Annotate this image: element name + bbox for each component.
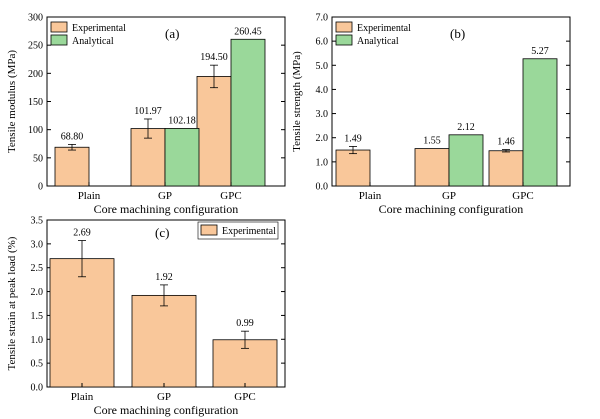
bar-analytical-gpc [522,58,558,187]
x-tick-label: GP [157,391,171,403]
bar-analytical-gpc [230,38,266,187]
legend-frame [197,221,279,240]
legend-label: Experimental [72,23,126,34]
y-axis-title: Tensile modulus (MPa) [6,50,18,153]
y-tick-label: 0.5 [31,359,44,370]
data-label: 194.50 [200,52,228,63]
x-tick-label: GP [158,190,172,202]
y-tick-label: 200 [28,69,43,80]
x-tick-label: Plain [359,190,382,202]
y-tick-label: 1.0 [316,157,329,168]
y-tick-label: 0.0 [31,383,44,394]
y-tick-label: 3.0 [31,239,44,250]
bar-experimental-plain [54,146,90,187]
legend-label: Experimental [222,226,276,237]
x-tick-label: GPC [234,391,255,403]
bar-experimental-plain [335,149,371,187]
panel-label: (c) [155,225,169,240]
y-tick-label: 3.5 [31,216,44,227]
data-label: 2.12 [457,122,475,133]
data-label: 0.99 [236,318,254,329]
bar-experimental-gp [131,294,197,388]
legend-label: Analytical [357,36,399,47]
bar-experimental-gpc [196,76,232,187]
legend-label: Analytical [72,36,114,47]
x-tick-label: Plain [71,391,94,403]
data-label: 2.69 [73,228,91,239]
y-tick-label: 2.5 [31,263,44,274]
chart-panel-b: 0.0 1.0 2.0 3.0 4.0 5.0 6.0 7.0 1.49 1.55 1.46 2.12… [291,13,571,216]
legend-swatch-analytical [50,34,68,46]
y-tick-label: 250 [28,41,43,52]
y-tick-label: 2.0 [316,133,329,144]
panel-label: (a) [165,26,179,41]
legend-label: Experimental [357,23,411,34]
data-label: 68.80 [61,131,84,142]
y-tick-label: 1.0 [31,335,44,346]
legend-swatch-experimental [50,21,68,33]
y-tick-label: 100 [28,125,43,136]
data-label: 1.55 [423,136,441,147]
panel-label: (b) [450,26,465,41]
chart-panel-c: 0.0 0.5 1.0 1.5 2.0 2.5 3.0 3.5 2.69 1.92 0.99 Plai… [6,216,286,417]
y-tick-label: 0 [38,182,43,193]
y-tick-label: 150 [28,97,43,108]
y-tick-label: 1.5 [31,311,44,322]
y-tick-label: 6.0 [316,37,329,48]
y-tick-label: 5.0 [316,61,329,72]
y-tick-label: 2.0 [31,287,44,298]
data-label: 102.18 [168,115,196,126]
y-tick-label: 300 [28,13,43,24]
bar-analytical-gp [164,128,200,187]
legend-swatch-experimental [335,21,353,33]
data-label: 260.45 [234,26,262,37]
y-axis-title: Tensile strain at peak load (%) [6,236,18,370]
x-tick-label: Plain [78,190,101,202]
data-label: 1.92 [155,272,173,283]
y-tick-label: 4.0 [316,85,329,96]
x-axis-title: Core machining configuration [379,202,524,216]
chart-panel-a: 0 50 100 150 200 250 300 68.80 101.97 194.50 102.1… [6,13,286,216]
y-axis-title: Tensile strength (MPa) [291,51,303,152]
data-label: 5.27 [531,46,549,57]
x-tick-label: GPC [220,190,241,202]
x-axis-title: Core machining configuration [94,202,239,216]
bar-experimental-gp [414,148,450,187]
y-tick-label: 3.0 [316,109,329,120]
x-axis-title: Core machining configuration [94,403,239,417]
data-label: 1.46 [497,137,515,148]
data-label: 101.97 [134,106,162,117]
x-tick-label: GP [442,190,456,202]
bar-analytical-gp [448,134,484,187]
y-tick-label: 50 [33,153,43,164]
bar-experimental-gpc [488,150,524,187]
bar-experimental-plain [49,258,115,388]
x-tick-label: GPC [512,190,533,202]
y-tick-label: 0.0 [316,182,329,193]
data-label: 1.49 [344,133,362,144]
legend-swatch-experimental [200,224,218,236]
y-tick-label: 7.0 [316,13,329,24]
legend-swatch-analytical [335,34,353,46]
